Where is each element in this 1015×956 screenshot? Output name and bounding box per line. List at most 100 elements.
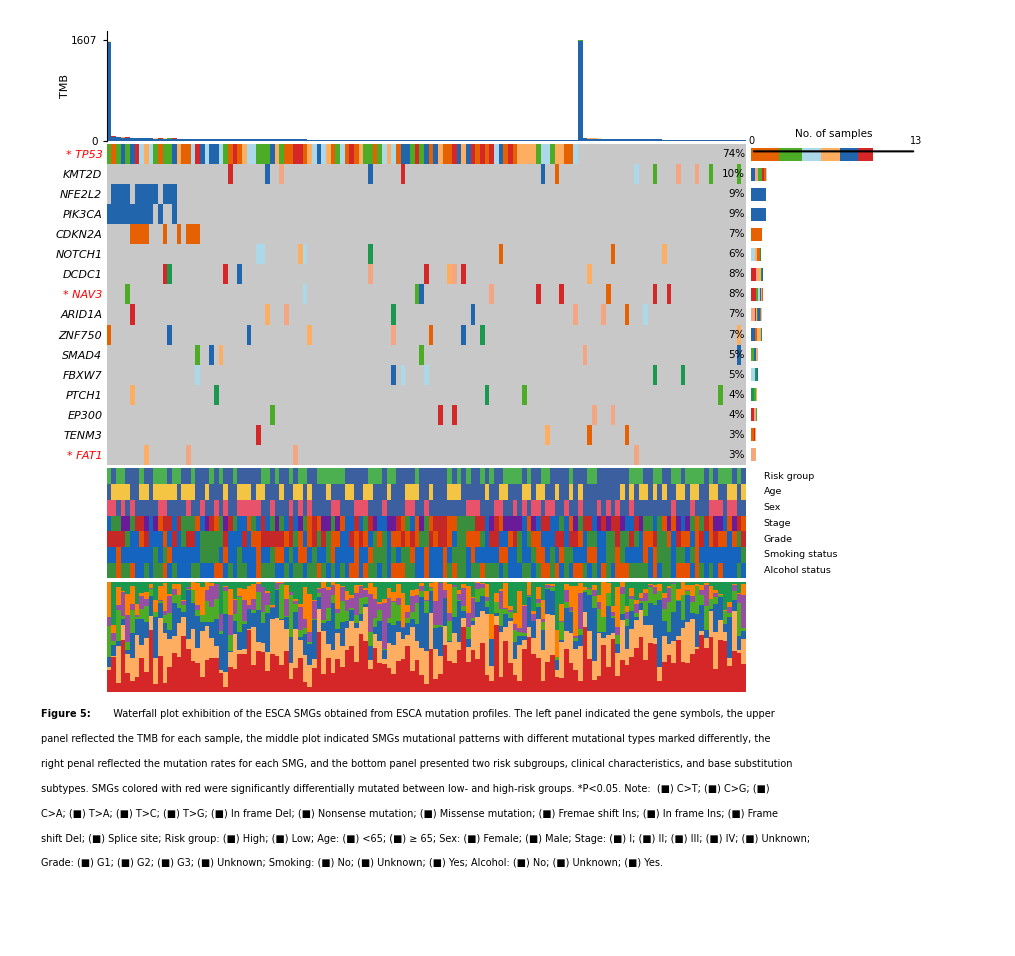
Bar	[279, 484, 284, 500]
Bar	[158, 468, 162, 484]
Bar	[681, 596, 685, 619]
Bar	[363, 582, 368, 588]
Bar	[153, 658, 158, 684]
Bar	[573, 547, 578, 563]
Bar	[466, 144, 471, 164]
Bar	[494, 563, 498, 578]
Bar	[107, 205, 112, 225]
Bar	[527, 582, 531, 595]
Bar	[644, 484, 648, 500]
Bar	[345, 468, 349, 484]
Bar	[405, 605, 410, 612]
Bar	[335, 584, 340, 609]
Bar	[345, 591, 349, 599]
Bar	[308, 484, 312, 500]
Bar	[522, 582, 527, 604]
Bar	[121, 515, 125, 532]
Bar	[714, 500, 718, 515]
Bar	[545, 662, 550, 692]
Bar	[568, 633, 573, 663]
Bar	[326, 532, 331, 547]
Bar	[125, 673, 130, 692]
Bar	[139, 185, 144, 205]
Bar	[172, 595, 177, 602]
Bar	[597, 500, 601, 515]
Bar	[182, 605, 186, 612]
Bar	[428, 563, 433, 578]
Bar	[756, 388, 757, 402]
Bar	[671, 532, 676, 547]
Bar	[424, 563, 428, 578]
Bar	[205, 626, 209, 660]
Bar	[373, 563, 378, 578]
Text: Stage: Stage	[763, 519, 792, 528]
Bar	[275, 515, 279, 532]
Bar	[238, 582, 242, 588]
Bar	[494, 582, 498, 593]
Bar	[461, 563, 466, 578]
Bar	[252, 140, 256, 141]
Bar	[293, 484, 298, 500]
Bar	[162, 139, 167, 141]
Bar	[354, 628, 358, 662]
Bar	[331, 484, 335, 500]
Bar	[387, 515, 392, 532]
Bar	[461, 547, 466, 563]
Bar	[554, 500, 559, 515]
Bar	[592, 139, 597, 141]
Bar	[345, 515, 349, 532]
Bar	[279, 563, 284, 578]
Bar	[723, 612, 728, 624]
Bar	[256, 547, 261, 563]
Bar	[699, 500, 704, 515]
Bar	[247, 515, 252, 532]
Bar	[186, 589, 191, 590]
Text: Figure 5:: Figure 5:	[41, 709, 90, 719]
Bar	[368, 468, 373, 484]
Bar	[153, 532, 158, 547]
Bar	[410, 627, 415, 671]
Bar	[653, 532, 658, 547]
Bar	[275, 657, 279, 692]
Bar	[261, 623, 265, 643]
Bar	[214, 619, 218, 645]
Bar	[200, 677, 205, 692]
Bar	[620, 587, 624, 595]
Bar	[466, 468, 471, 484]
Bar	[284, 598, 288, 617]
Bar	[573, 637, 578, 639]
Bar	[191, 144, 195, 164]
Bar	[223, 500, 228, 515]
Bar	[685, 622, 690, 663]
Bar	[242, 140, 247, 141]
Bar	[153, 547, 158, 563]
Bar	[433, 600, 437, 625]
Bar	[545, 547, 550, 563]
Bar	[498, 609, 503, 626]
Bar	[644, 304, 648, 324]
Bar	[424, 500, 428, 515]
Bar	[284, 144, 288, 164]
Bar	[116, 468, 121, 484]
Bar	[363, 641, 368, 692]
Bar	[261, 612, 265, 623]
Bar	[498, 547, 503, 563]
Bar	[494, 602, 498, 613]
Bar	[326, 608, 331, 620]
Bar	[410, 484, 415, 500]
Bar	[751, 428, 753, 441]
Bar	[214, 658, 218, 692]
Bar	[107, 563, 112, 578]
Bar	[573, 649, 578, 669]
Bar	[270, 547, 275, 563]
Bar	[578, 646, 583, 681]
Bar	[592, 596, 597, 608]
Bar	[392, 304, 396, 324]
Bar	[162, 515, 167, 532]
Bar	[419, 586, 424, 592]
Bar	[121, 563, 125, 578]
Bar	[568, 582, 573, 586]
Bar	[681, 484, 685, 500]
Bar	[513, 468, 518, 484]
Text: Waterfall plot exhibition of the ESCA SMGs obtained from ESCA mutation profiles.: Waterfall plot exhibition of the ESCA SM…	[107, 709, 774, 719]
